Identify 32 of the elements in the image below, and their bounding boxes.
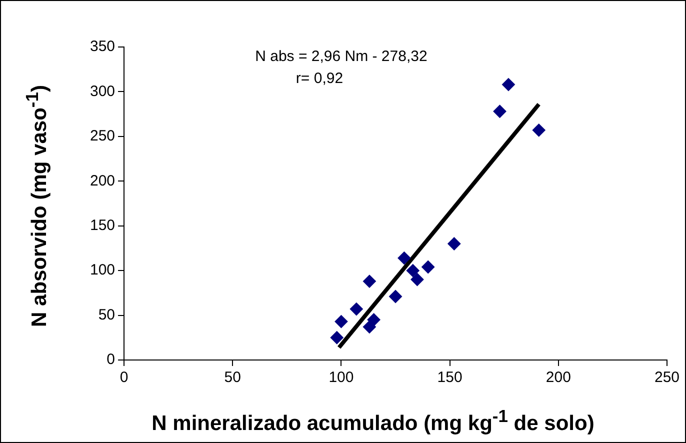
annotation: N abs = 2,96 Nm - 278,32 xyxy=(255,48,428,65)
x-tick-label: 250 xyxy=(654,369,680,386)
point xyxy=(493,104,506,118)
x-tick-label: 200 xyxy=(546,369,571,386)
x-tick-label: 50 xyxy=(224,369,241,386)
y-tick-label: 200 xyxy=(90,172,116,190)
y-tick-label: 150 xyxy=(90,217,116,234)
x-tick-label: 100 xyxy=(328,369,354,386)
y-tick-label: 100 xyxy=(90,262,116,279)
point xyxy=(330,331,344,344)
annotation: r= 0,92 xyxy=(296,70,344,87)
point xyxy=(422,260,435,274)
y-tick-label: 250 xyxy=(90,128,116,145)
y-tick-label: 350 xyxy=(90,38,116,56)
x-tick-label: 150 xyxy=(437,369,462,386)
point xyxy=(448,237,461,250)
point xyxy=(389,290,402,304)
point xyxy=(367,313,380,326)
y-tick-label: 300 xyxy=(90,82,116,100)
y-tick-label: 50 xyxy=(98,306,116,324)
x-tick-label: 0 xyxy=(120,369,128,386)
point xyxy=(502,78,515,92)
point xyxy=(350,302,363,316)
y-tick-label: 0 xyxy=(106,351,116,368)
point xyxy=(362,274,376,288)
point xyxy=(410,273,424,286)
point xyxy=(334,315,348,328)
x-axis-title: N mineralizado acumulado (mg kg$^{-1}$ de solo) xyxy=(150,406,596,436)
point xyxy=(532,124,546,137)
point xyxy=(362,320,376,334)
point xyxy=(406,264,420,278)
point xyxy=(398,252,411,265)
